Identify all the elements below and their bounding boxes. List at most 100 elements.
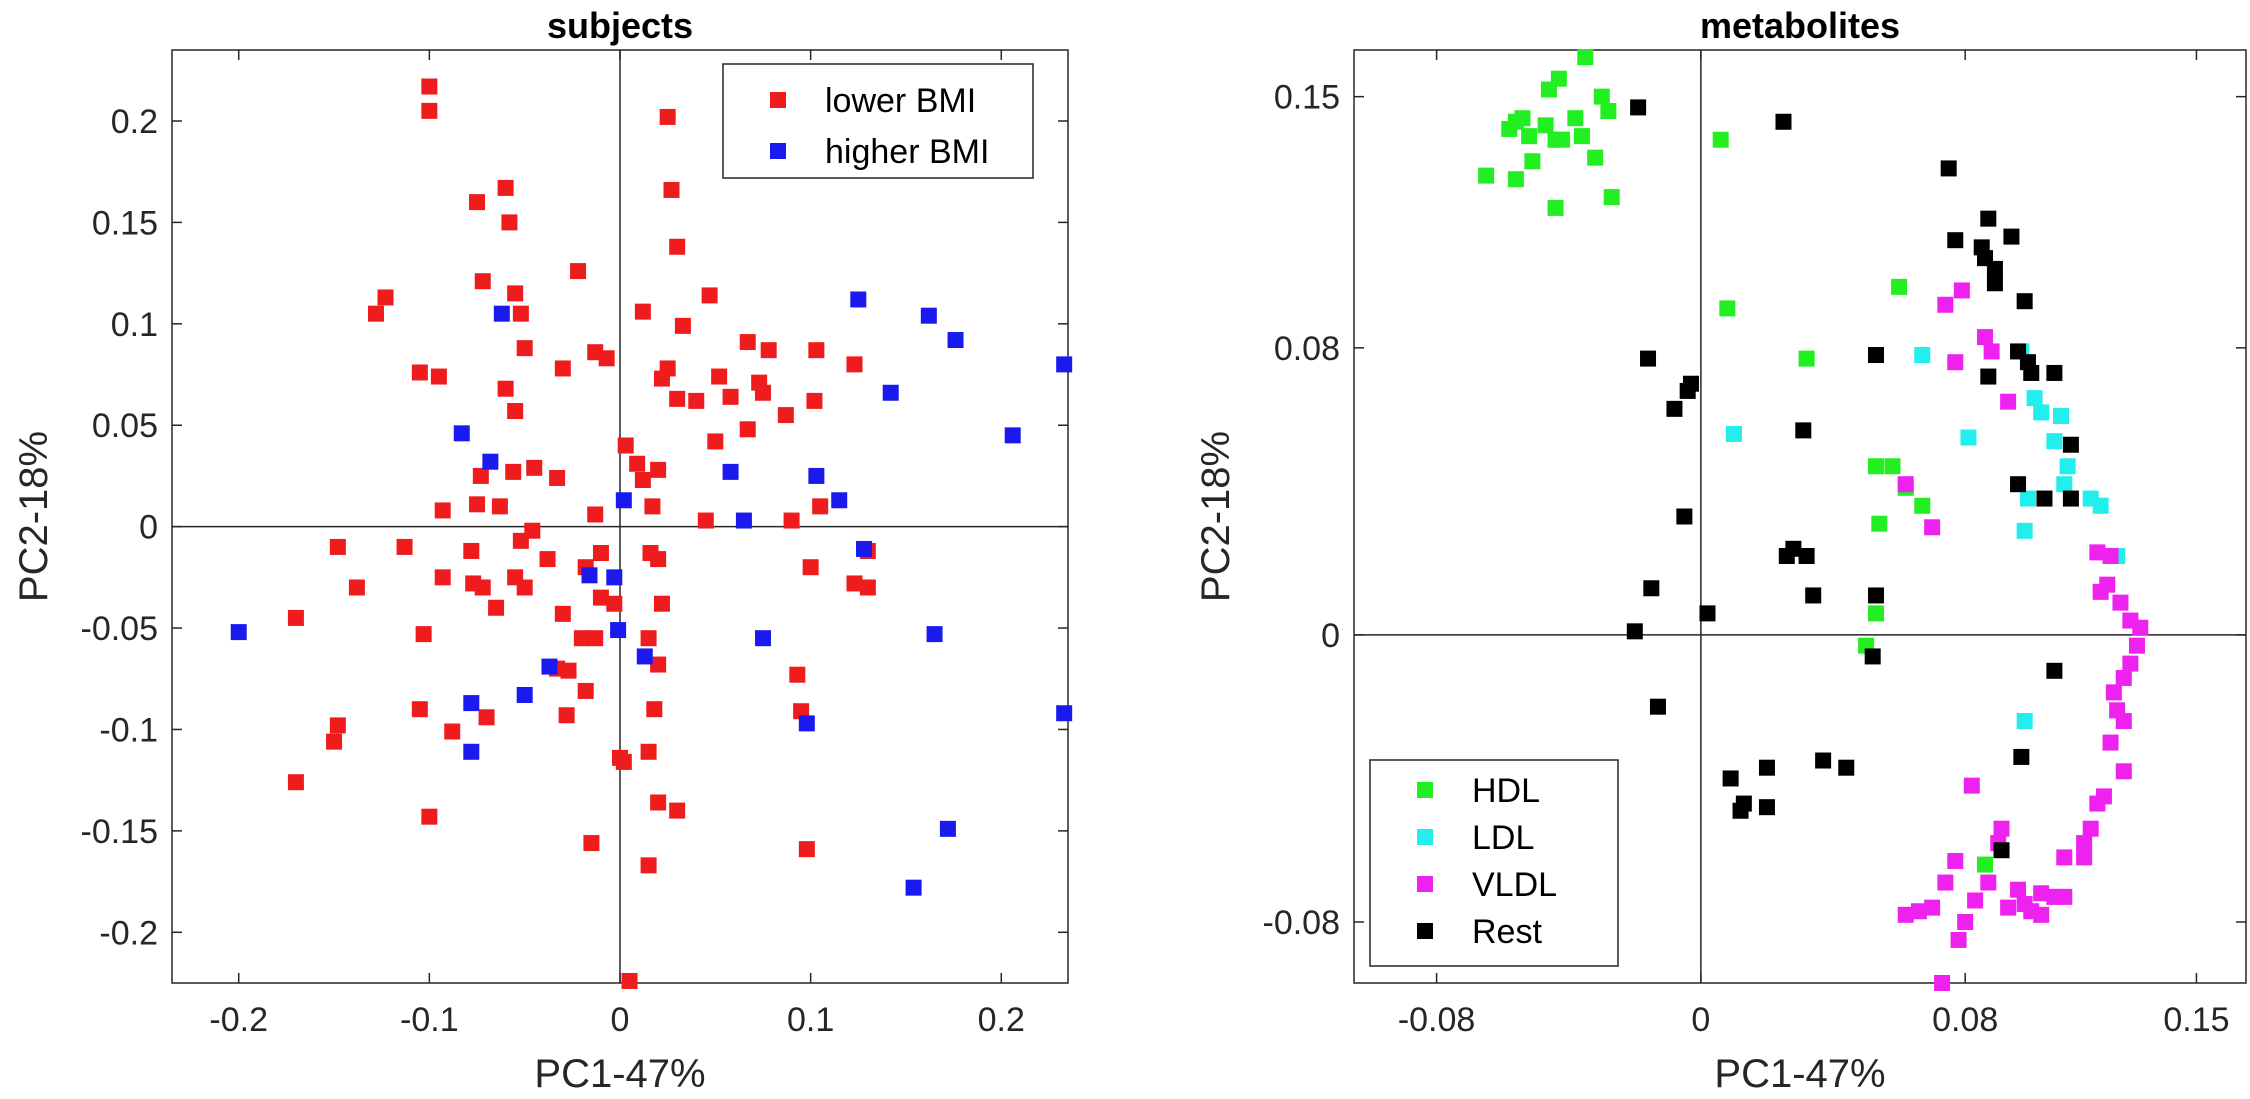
lower-bmi-point xyxy=(650,461,667,478)
subjects-ytick-label: -0.15 xyxy=(81,813,159,851)
rest-point xyxy=(2062,436,2079,453)
hdl-point xyxy=(1478,167,1495,184)
lower-bmi-point xyxy=(722,388,739,405)
lower-bmi-point xyxy=(554,605,571,622)
lower-bmi-point xyxy=(640,630,657,647)
ldl-point xyxy=(2046,433,2063,450)
rest-point xyxy=(1679,382,1696,399)
hdl-point xyxy=(1977,856,1994,873)
metabolites-ytick-label: 0 xyxy=(1321,617,1340,655)
vldl-point xyxy=(2092,583,2109,600)
lower-bmi-point xyxy=(711,368,728,385)
higher-bmi-point xyxy=(463,743,480,760)
lower-bmi-point xyxy=(411,701,428,718)
lower-bmi-point xyxy=(396,538,413,555)
higher-bmi-point xyxy=(856,540,873,557)
subjects-ytick-label: -0.05 xyxy=(81,610,159,648)
legend-label-ldl: LDL xyxy=(1472,819,1534,857)
metabolites-legend: HDL LDL VLDL Rest xyxy=(1369,759,1619,967)
rest-point xyxy=(1758,799,1775,816)
higher-bmi-point xyxy=(606,569,623,586)
rest-point xyxy=(2010,476,2027,493)
rest-point xyxy=(1630,99,1647,116)
subjects-plot: -0.2 -0.1 0 0.1 0.2 -0.2 -0.15 -0.1 -0.05 0 0.05 0.… xyxy=(12,5,1073,1096)
subjects-ytick-label: -0.1 xyxy=(99,711,158,749)
vldl-point xyxy=(1963,777,1980,794)
higher-bmi-point xyxy=(610,622,627,639)
subjects-xtick-label: -0.1 xyxy=(400,1001,459,1039)
rest-point xyxy=(1805,587,1822,604)
hdl-point xyxy=(1537,117,1554,134)
vldl-point xyxy=(1910,903,1927,920)
lower-bmi-point xyxy=(646,701,663,718)
ldl-point xyxy=(2033,404,2050,421)
rest-point xyxy=(1732,802,1749,819)
subjects-ytick-label: 0.1 xyxy=(111,306,158,344)
lower-bmi-point xyxy=(802,559,819,576)
vldl-point xyxy=(1937,296,1954,313)
lower-bmi-point xyxy=(644,498,661,515)
lower-bmi-point xyxy=(577,682,594,699)
lower-bmi-point xyxy=(663,181,680,198)
higher-bmi-point xyxy=(722,463,739,480)
lower-bmi-point xyxy=(669,238,686,255)
higher-bmi-point xyxy=(905,879,922,896)
vldl-point xyxy=(2033,906,2050,923)
legend-marker-ldl xyxy=(1417,829,1433,845)
rest-point xyxy=(1986,260,2003,277)
vldl-point xyxy=(2115,763,2132,780)
higher-bmi-point xyxy=(808,467,825,484)
vldl-point xyxy=(1967,892,1984,909)
vldl-point xyxy=(1953,282,1970,299)
rest-point xyxy=(2036,490,2053,507)
lower-bmi-point xyxy=(650,551,667,568)
subjects-xtick-label: -0.2 xyxy=(209,1001,268,1039)
legend-marker-lower-bmi xyxy=(770,92,786,108)
subjects-title: subjects xyxy=(547,5,693,46)
vldl-point xyxy=(1977,329,1994,346)
higher-bmi-point xyxy=(882,384,899,401)
higher-bmi-point xyxy=(541,658,558,675)
higher-bmi-point xyxy=(581,567,598,584)
lower-bmi-point xyxy=(587,506,604,523)
hdl-point xyxy=(1587,149,1604,166)
vldl-point xyxy=(2089,795,2106,812)
lower-bmi-point xyxy=(659,360,676,377)
hdl-point xyxy=(1593,88,1610,105)
lower-bmi-point xyxy=(326,733,343,750)
vldl-point xyxy=(1897,476,1914,493)
rest-point xyxy=(1986,275,2003,292)
lower-bmi-point xyxy=(469,194,486,211)
subjects-ytick-label: 0 xyxy=(139,509,158,547)
lower-bmi-point xyxy=(507,285,524,302)
lower-bmi-point xyxy=(549,469,566,486)
legend-label-vldl: VLDL xyxy=(1472,866,1557,904)
lower-bmi-point xyxy=(474,273,491,290)
higher-bmi-point xyxy=(947,332,964,349)
lower-bmi-point xyxy=(760,342,777,359)
rest-point xyxy=(1626,623,1643,640)
hdl-point xyxy=(1521,128,1538,145)
lower-bmi-point xyxy=(783,512,800,529)
vldl-point xyxy=(1897,906,1914,923)
ldl-point xyxy=(1914,347,1931,364)
ldl-point xyxy=(2019,490,2036,507)
subjects-legend: lower BMI higher BMI xyxy=(722,63,1034,179)
lower-bmi-point xyxy=(789,666,806,683)
hdl-point xyxy=(1867,605,1884,622)
lower-bmi-point xyxy=(674,317,691,334)
lower-bmi-point xyxy=(587,630,604,647)
lower-bmi-point xyxy=(592,589,609,606)
subjects-series-lower-bmi xyxy=(287,78,876,989)
lower-bmi-point xyxy=(497,179,514,196)
vldl-point xyxy=(1957,913,1974,930)
lower-bmi-point xyxy=(629,455,646,472)
lower-bmi-point xyxy=(560,662,577,679)
higher-bmi-point xyxy=(798,715,815,732)
rest-point xyxy=(1867,347,1884,364)
lower-bmi-point xyxy=(812,498,829,515)
ldl-point xyxy=(2056,476,2073,493)
metabolites-series-ldl xyxy=(1725,343,2126,730)
legend-label-rest: Rest xyxy=(1472,913,1542,951)
metabolites-xtick-label: 0.15 xyxy=(2163,1001,2229,1039)
